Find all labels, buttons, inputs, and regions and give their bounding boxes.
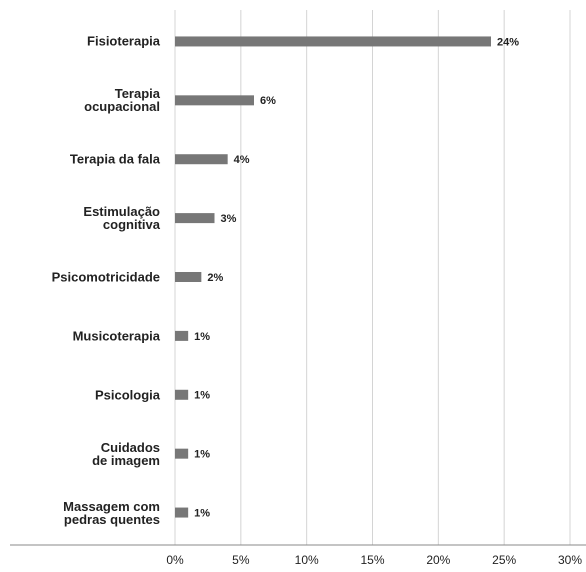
bar bbox=[175, 213, 215, 224]
category-label: Massagem com pedras quentes bbox=[63, 498, 160, 527]
category-label: Psicologia bbox=[94, 387, 160, 403]
x-tick-label: 10% bbox=[295, 553, 319, 567]
category-label: Estimulação cognitiva bbox=[83, 204, 160, 233]
value-label: 24% bbox=[497, 36, 519, 48]
category-label: Musicoterapia bbox=[72, 328, 160, 344]
x-tick-label: 20% bbox=[426, 553, 450, 567]
bar bbox=[175, 330, 189, 341]
value-label: 1% bbox=[194, 331, 210, 343]
value-label: 1% bbox=[194, 507, 210, 519]
x-tick-label: 5% bbox=[232, 553, 250, 567]
value-label: 3% bbox=[221, 213, 237, 225]
bar bbox=[175, 154, 228, 165]
bar bbox=[175, 272, 202, 282]
value-label: 4% bbox=[234, 154, 250, 166]
value-label: 1% bbox=[194, 390, 210, 402]
category-label: Psicomotricidade bbox=[51, 269, 160, 285]
x-tick-label: 15% bbox=[360, 553, 384, 567]
bar bbox=[175, 36, 491, 47]
x-tick-label: 0% bbox=[166, 553, 184, 567]
x-tick-label: 30% bbox=[558, 553, 582, 567]
category-label: Fisioterapia bbox=[87, 33, 160, 49]
bar bbox=[175, 507, 189, 518]
value-label: 6% bbox=[260, 95, 276, 107]
bar bbox=[175, 389, 189, 400]
bar bbox=[175, 95, 254, 106]
value-label: 1% bbox=[194, 449, 210, 461]
category-label: Terapia da fala bbox=[69, 151, 160, 167]
category-label: Cuidados de imagem bbox=[92, 439, 160, 468]
value-label: 2% bbox=[207, 272, 223, 284]
category-label: Terapia ocupacional bbox=[84, 86, 160, 115]
x-tick-label: 25% bbox=[492, 553, 516, 567]
bar bbox=[175, 448, 189, 459]
